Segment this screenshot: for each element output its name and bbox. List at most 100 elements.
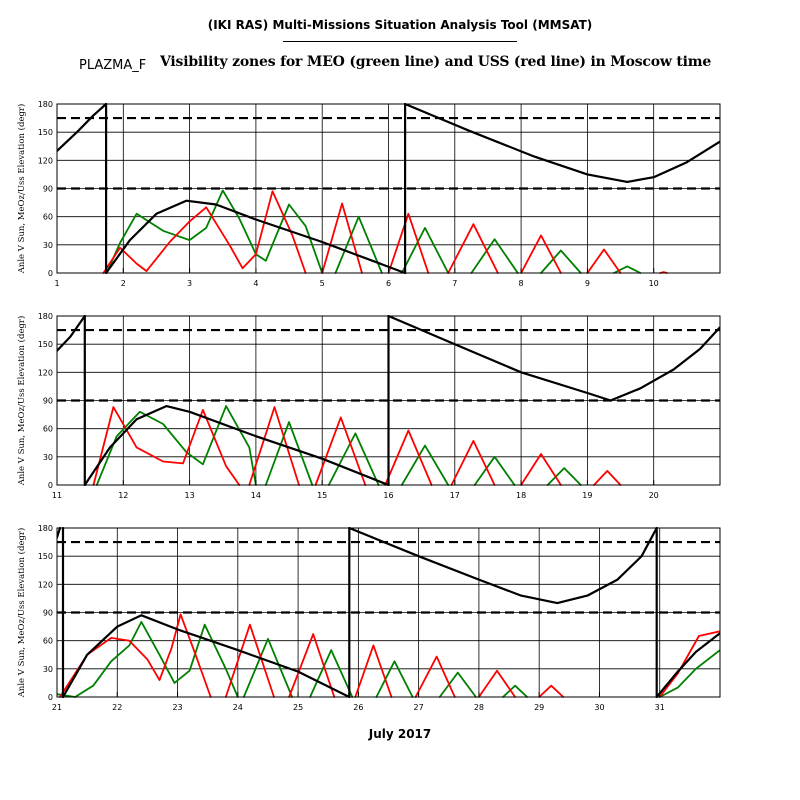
series-line-2-3 [384, 429, 433, 486]
month-label: July 2017 [368, 727, 432, 741]
x-tick-label: 30 [594, 703, 604, 712]
plot-frame [56, 527, 721, 698]
series-group [57, 315, 720, 486]
x-tick-label: 7 [452, 279, 457, 288]
series-line-2-4 [520, 234, 562, 274]
x-tick-label: 4 [253, 279, 258, 288]
series-group [57, 527, 720, 698]
series-line-2-2 [314, 416, 367, 486]
y-axis-label: Anle V Sun, MeOz/Uss Elevation (degr) [16, 528, 27, 699]
series-line-2-5 [477, 669, 516, 698]
x-tick-label: 1 [54, 279, 59, 288]
plot-panel-1: 1 2 3 4 5 6 7 8 9 10 0 30 60 90 120 150 180 Anle V Sun, M… [16, 100, 721, 288]
series-line-2-5 [586, 248, 622, 274]
x-tick-label: 5 [320, 279, 325, 288]
y-tick-label: 180 [38, 100, 53, 109]
series-line-1-5 [546, 467, 582, 486]
x-tick-label: 3 [187, 279, 192, 288]
instrument-label: PLAZMA_F [79, 58, 147, 73]
x-tick-label: 2 [121, 279, 126, 288]
series-line-1-6 [658, 649, 720, 698]
series-line-1-4 [473, 455, 516, 486]
chart-subtitle: Visibility zones for MEO (green line) an… [160, 54, 712, 70]
y-tick-label: 150 [38, 340, 53, 349]
series-line-0-6 [655, 632, 720, 698]
y-axis-label: Anle V Sun, MeOz/Uss Elevation (degr) [16, 316, 27, 487]
series-line-2-7 [658, 630, 720, 698]
series-line-2-6 [593, 469, 622, 486]
y-tick-label: 30 [43, 241, 53, 250]
series-line-0-2 [83, 405, 390, 486]
y-tick-label: 30 [43, 665, 53, 674]
x-tick-label: 11 [52, 491, 62, 500]
y-tick-label: 0 [48, 269, 53, 278]
series-line-1-3 [400, 444, 450, 486]
x-tick-label: 6 [386, 279, 391, 288]
series-line-1-0 [105, 189, 324, 274]
x-tick-label: 21 [52, 703, 62, 712]
y-tick-label: 90 [43, 185, 53, 194]
series-line-0-0 [57, 315, 86, 352]
series-line-2-0 [102, 190, 307, 274]
plot-panel-2: 11 12 13 14 15 16 17 18 19 20 0 30 60 90 120 150 180 Anle… [16, 312, 721, 500]
series-line-0-4 [387, 315, 720, 402]
series-line-1-4 [540, 249, 582, 274]
x-tick-label: 25 [293, 703, 303, 712]
series-line-1-1 [334, 215, 383, 274]
series-line-0-4 [348, 527, 658, 605]
series-line-1-0 [57, 621, 239, 698]
series-line-1-2 [400, 226, 450, 274]
x-tick-label: 19 [582, 491, 592, 500]
x-tick-label: 18 [516, 491, 526, 500]
y-axis-label: Anle V Sun, MeOz/Uss Elevation (degr) [16, 104, 27, 275]
series-line-2-0 [92, 406, 241, 486]
series-line-2-4 [450, 439, 496, 486]
y-tick-label: 60 [43, 637, 53, 646]
y-tick-label: 0 [48, 481, 53, 490]
y-tick-label: 150 [38, 128, 53, 137]
x-tick-label: 10 [649, 279, 659, 288]
y-tick-label: 120 [38, 580, 53, 589]
series-line-1-3 [470, 238, 519, 274]
y-tick-label: 30 [43, 453, 53, 462]
series-line-2-2 [387, 212, 430, 274]
x-tick-label: 13 [185, 491, 195, 500]
y-tick-label: 90 [43, 397, 53, 406]
y-tick-label: 60 [43, 213, 53, 222]
x-tick-label: 26 [353, 703, 363, 712]
y-tick-label: 60 [43, 425, 53, 434]
x-tick-label: 14 [251, 491, 261, 500]
series-line-2-1 [248, 406, 300, 486]
y-tick-label: 150 [38, 552, 53, 561]
x-tick-label: 20 [649, 491, 659, 500]
x-tick-label: 22 [112, 703, 122, 712]
x-tick-label: 15 [317, 491, 327, 500]
series-line-1-1 [264, 421, 314, 486]
series-line-1-5 [502, 684, 528, 698]
y-tick-label: 90 [43, 609, 53, 618]
series-group [57, 103, 720, 274]
y-tick-label: 180 [38, 524, 53, 533]
x-tick-label: 29 [534, 703, 544, 712]
x-tick-label: 9 [585, 279, 590, 288]
series-line-1-1 [242, 637, 294, 698]
series-line-0-0 [57, 103, 108, 152]
series-line-0-2 [61, 614, 351, 698]
x-tick-label: 23 [172, 703, 182, 712]
series-line-2-2 [288, 633, 336, 698]
y-tick-label: 120 [38, 156, 53, 165]
y-tick-label: 180 [38, 312, 53, 321]
y-tick-label: 120 [38, 368, 53, 377]
x-tick-label: 12 [118, 491, 128, 500]
series-line-2-4 [414, 655, 456, 698]
x-tick-label: 17 [450, 491, 460, 500]
series-line-2-5 [520, 453, 562, 486]
series-line-2-6 [538, 684, 565, 698]
series-line-1-2 [327, 432, 380, 486]
x-tick-label: 16 [383, 491, 393, 500]
series-line-2-1 [224, 623, 275, 698]
x-tick-label: 28 [474, 703, 484, 712]
page-title: (IKI RAS) Multi-Missions Situation Analy… [207, 18, 593, 32]
series-line-2-3 [354, 644, 393, 698]
